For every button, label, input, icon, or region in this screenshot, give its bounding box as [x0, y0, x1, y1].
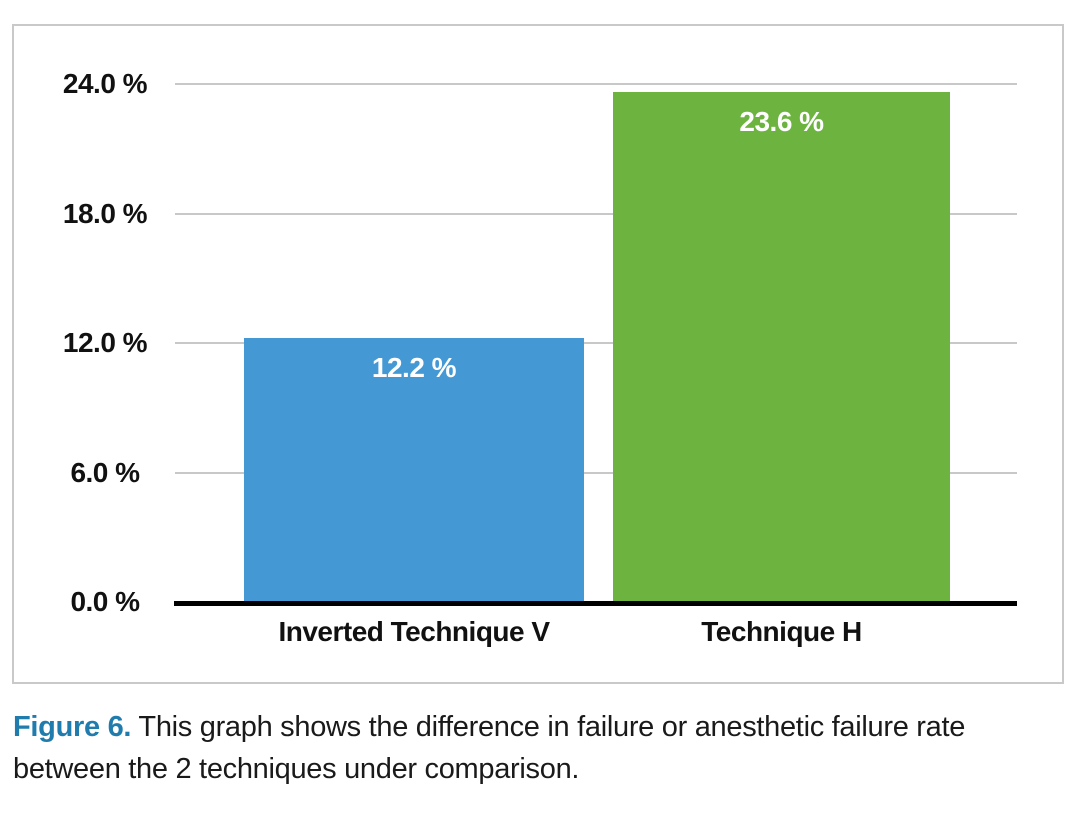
chart-plot-area: 24.0 % 18.0 % 12.0 % 6.0 % 0.0 % 12.2 % 23.6 … [14, 26, 1062, 682]
y-tick-label-18: 18.0 % [62, 198, 148, 229]
y-gridline-24 [175, 83, 1017, 85]
y-tick-label-24: 24.0 % [62, 68, 148, 99]
y-tick-label-0: 0.0 % [70, 586, 140, 617]
figure-caption-label: Figure 6. [13, 711, 132, 743]
bar-technique-h [613, 92, 950, 601]
category-label-technique-h: Technique H [701, 616, 862, 647]
y-tick-label-12: 12.0 % [62, 327, 148, 358]
figure-caption: Figure 6. This graph shows the differenc… [13, 707, 1025, 791]
category-label-inverted-technique-v: Inverted Technique V [278, 616, 550, 647]
y-tick-label-6: 6.0 % [70, 457, 140, 488]
bar-inverted-technique-v [244, 338, 584, 601]
y-gridline-12 [175, 342, 1017, 344]
y-gridline-6 [175, 472, 1017, 474]
figure-caption-text: This graph shows the difference in failu… [13, 711, 966, 785]
value-label-technique-h: 23.6 % [739, 106, 824, 137]
value-label-inverted-technique-v: 12.2 % [371, 352, 457, 383]
x-axis-line [174, 601, 1017, 606]
y-gridline-18 [175, 213, 1017, 215]
chart-panel: 24.0 % 18.0 % 12.0 % 6.0 % 0.0 % 12.2 % 23.6 … [12, 24, 1064, 684]
